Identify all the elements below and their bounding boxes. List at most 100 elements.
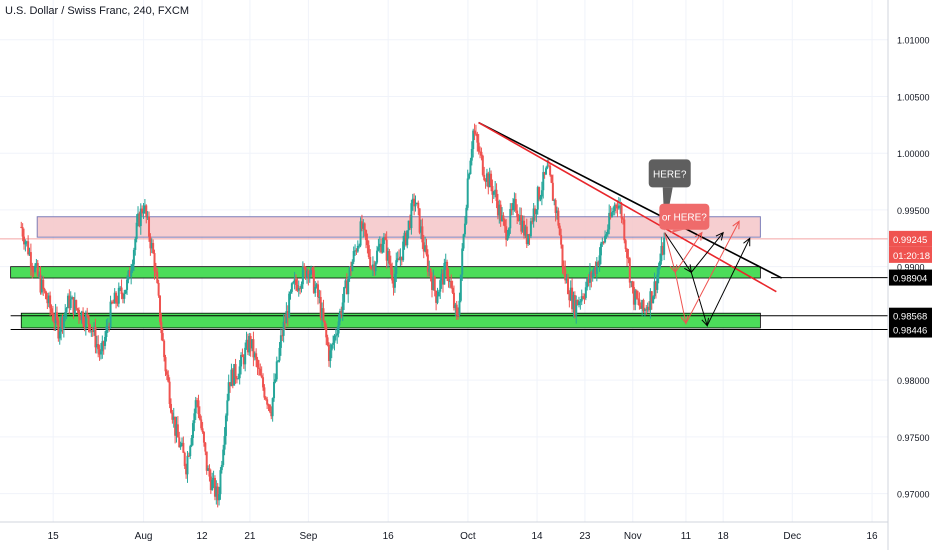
scenario-path: [690, 238, 751, 328]
candle-body: [398, 258, 401, 261]
candle-body: [521, 220, 524, 232]
candle-body: [455, 304, 458, 315]
candle-body: [121, 294, 124, 299]
candle-body: [554, 200, 557, 214]
candle-body: [441, 273, 444, 285]
candle-body: [194, 400, 197, 414]
black-trendline: [478, 121, 783, 279]
candle-body: [43, 289, 46, 292]
candle-body: [296, 284, 299, 291]
candle-body: [451, 287, 454, 293]
candle-body: [343, 287, 346, 303]
candle-body: [369, 256, 372, 268]
candle-body: [180, 442, 183, 446]
candle-body: [126, 279, 129, 290]
candle-body: [653, 281, 656, 297]
candle-body: [161, 333, 164, 341]
candle-body: [553, 200, 556, 202]
candle-body: [264, 397, 267, 400]
green-support-zone-upper: [10, 266, 761, 279]
candle-body: [46, 298, 49, 304]
candle-body: [490, 173, 493, 186]
candle-body: [523, 220, 526, 236]
candle-body: [627, 257, 630, 259]
candle-body: [564, 269, 567, 281]
candle-body: [108, 326, 111, 328]
price-label-level-bg: [889, 269, 932, 286]
candle-body: [113, 292, 116, 304]
candle-body: [211, 479, 214, 491]
candle-body: [421, 226, 424, 243]
candle-body: [643, 309, 646, 312]
candle-body: [415, 202, 418, 205]
candle-body: [608, 212, 611, 230]
candle-body: [279, 335, 282, 348]
y-tick-label: 1.01000: [897, 36, 930, 46]
candle-body: [344, 280, 347, 288]
candle-body: [382, 237, 385, 245]
candle-body: [604, 235, 607, 243]
candle-body: [642, 299, 645, 312]
callouts-layer: HERE? or HERE?: [648, 159, 710, 234]
candle-body: [186, 455, 189, 475]
candle-body: [632, 287, 635, 305]
candle-body: [205, 451, 208, 471]
candle-body: [333, 335, 336, 343]
candle-body: [88, 324, 91, 332]
candle-body: [99, 351, 102, 355]
candle-body: [385, 239, 388, 261]
candle-body: [134, 238, 137, 250]
candle-body: [623, 219, 626, 241]
candle-body: [142, 211, 145, 214]
scenario-arrows-layer: [664, 220, 751, 328]
candle-body: [605, 234, 608, 236]
candle-body: [465, 207, 468, 224]
candle-body: [245, 339, 248, 348]
candle-body: [234, 364, 237, 379]
candle-body: [514, 199, 517, 211]
candle-body: [527, 234, 530, 245]
candle-body: [505, 226, 508, 240]
candle-body: [433, 276, 436, 291]
candle-body: [392, 280, 395, 288]
price-label-level: 0.98904: [893, 274, 927, 285]
candle-body: [110, 301, 113, 303]
candle-body: [378, 243, 381, 248]
candle-body: [539, 196, 542, 200]
candle-body: [621, 218, 624, 220]
candle-body: [127, 270, 130, 280]
candle-body: [663, 237, 666, 255]
candle-body: [196, 400, 199, 402]
candle-body: [648, 306, 651, 311]
candle-body: [543, 172, 546, 175]
candle-body: [182, 442, 185, 453]
candle-body: [429, 268, 432, 278]
candle-body: [216, 486, 219, 501]
candle-body: [307, 270, 310, 277]
candle-body: [299, 287, 302, 289]
candle-body: [534, 208, 537, 215]
candle-body: [255, 353, 258, 360]
candle-body: [601, 242, 604, 244]
x-tick-label: 15: [48, 531, 60, 542]
candle-body: [363, 223, 366, 231]
candle-body: [288, 293, 291, 318]
candle-body: [263, 387, 266, 398]
candle-body: [358, 245, 361, 247]
candle-body: [300, 284, 303, 289]
candle-body: [545, 168, 548, 175]
candle-body: [637, 298, 640, 300]
candle-body: [348, 267, 351, 280]
candle-body: [616, 205, 619, 209]
candle-body: [31, 266, 34, 270]
candle-body: [284, 321, 287, 324]
candle-body: [447, 276, 450, 282]
candle-body: [330, 344, 333, 351]
candle-body: [373, 264, 376, 272]
candle-body: [334, 335, 337, 337]
candle-body: [391, 269, 394, 281]
candle-body: [418, 208, 421, 233]
candle-body: [615, 204, 618, 206]
candle-body: [301, 266, 304, 285]
